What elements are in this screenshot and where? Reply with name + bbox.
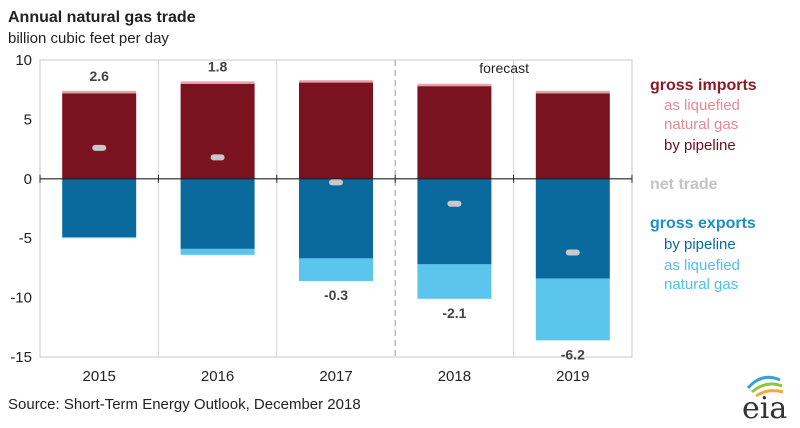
logo-text: eia — [742, 391, 787, 426]
bar-gross-exports-by-pipeline-2016 — [180, 178, 255, 249]
bar-gross-imports-by-pipeline-2015 — [62, 93, 137, 179]
legend-imports-heading: gross imports — [650, 77, 757, 94]
net-trade-marker-2017 — [329, 179, 343, 186]
chart-subtitle: billion cubic feet per day — [8, 30, 169, 47]
x-category-label-2015: 2015 — [83, 368, 116, 385]
bar-gross-imports-as-liquefied-natural-gas-2016 — [180, 81, 255, 84]
legend: gross imports as liquefied natural gas b… — [650, 77, 757, 293]
bar-gross-imports-as-liquefied-natural-gas-2017 — [299, 80, 373, 83]
net-trade-marker-2016 — [210, 154, 225, 161]
bar-gross-imports-as-liquefied-natural-gas-2019 — [535, 90, 610, 94]
bar-gross-exports-as-liquefied-natural-gas-2016 — [180, 248, 255, 255]
net-trade-marker-2015 — [92, 144, 107, 151]
net-trade-label-2016: 1.8 — [208, 58, 228, 74]
net-trade-label-2018: -2.1 — [442, 305, 466, 321]
x-category-label-2016: 2016 — [201, 368, 234, 385]
legend-exports-lng-line1: as liquefied — [664, 257, 740, 274]
y-tick-label: 0 — [24, 171, 32, 188]
bar-gross-imports-by-pipeline-2016 — [180, 83, 255, 179]
net-trade-marker-2018 — [447, 200, 462, 207]
forecast-label: forecast — [479, 60, 529, 76]
y-tick-label: -10 — [10, 290, 32, 307]
logo-arc-blue — [746, 375, 781, 390]
bar-gross-exports-by-pipeline-2018 — [417, 178, 492, 265]
bar-gross-imports-as-liquefied-natural-gas-2015 — [62, 90, 137, 94]
plot-frame — [39, 59, 633, 358]
x-category-label-2018: 2018 — [438, 368, 471, 385]
net-trade-label-2019: -6.2 — [561, 346, 585, 362]
logo-arc-orange — [755, 389, 784, 398]
y-tick-label: -5 — [19, 230, 32, 247]
bar-gross-imports-by-pipeline-2019 — [535, 93, 610, 179]
bar-gross-imports-as-liquefied-natural-gas-2018 — [417, 83, 492, 87]
plot-area: 10 5 0 -5 -10 -15 2.6 1.8 -0.3 -2.1 -6.2 2015 2016 20… — [10, 52, 633, 385]
eia-logo: eia — [742, 375, 787, 426]
legend-net-trade: net trade — [650, 176, 718, 193]
legend-imports-lng-line1: as liquefied — [664, 97, 740, 114]
bar-gross-exports-by-pipeline-2017 — [299, 178, 373, 259]
x-category-label-2017: 2017 — [319, 368, 352, 385]
bar-gross-exports-by-pipeline-2019 — [535, 178, 610, 279]
bar-gross-exports-as-liquefied-natural-gas-2015 — [62, 237, 137, 239]
bar-gross-exports-as-liquefied-natural-gas-2017 — [299, 258, 373, 281]
net-trade-label-2017: -0.3 — [324, 287, 348, 303]
y-tick-label: 10 — [15, 52, 32, 69]
y-tick-label: -15 — [10, 349, 32, 366]
source-note: Source: Short-Term Energy Outlook, Decem… — [8, 396, 361, 413]
legend-imports-lng-line2: natural gas — [664, 116, 738, 133]
logo-arc-green — [751, 382, 783, 394]
x-category-label-2019: 2019 — [556, 368, 589, 385]
net-trade-label-2015: 2.6 — [89, 68, 109, 84]
legend-exports-lng-line2: natural gas — [664, 276, 738, 293]
legend-exports-pipeline: by pipeline — [664, 236, 736, 253]
bar-gross-exports-as-liquefied-natural-gas-2019 — [535, 278, 610, 341]
legend-exports-heading: gross exports — [650, 215, 756, 232]
bar-gross-imports-by-pipeline-2018 — [417, 86, 492, 179]
net-trade-marker-2019 — [565, 249, 580, 256]
chart-title: Annual natural gas trade — [8, 9, 196, 26]
bar-gross-exports-by-pipeline-2015 — [62, 178, 137, 238]
y-tick-label: 5 — [24, 111, 32, 128]
bar-gross-imports-by-pipeline-2017 — [299, 82, 373, 179]
bar-gross-exports-as-liquefied-natural-gas-2018 — [417, 264, 492, 299]
legend-imports-pipeline: by pipeline — [664, 137, 736, 154]
